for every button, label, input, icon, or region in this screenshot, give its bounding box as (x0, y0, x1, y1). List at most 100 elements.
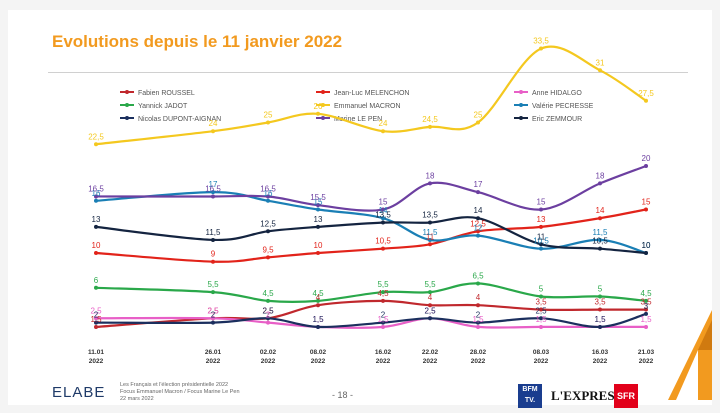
value-label-hidalgo-2: 2 (266, 311, 271, 320)
footer-info-line: Focus Emmanuel Macron / Focus Marine Le … (120, 389, 240, 395)
data-point-dupont_aignan-1 (211, 320, 215, 325)
value-label-pecresse-5: 11,5 (423, 228, 439, 237)
legend-marker-roussel (125, 90, 129, 94)
data-point-hidalgo-7 (539, 324, 543, 329)
value-label-melenchon-3: 10 (314, 241, 323, 250)
data-point-dupont_aignan-4 (381, 320, 385, 325)
value-label-dupont_aignan-7: 2,5 (535, 306, 547, 315)
value-label-jadot-6: 6,5 (472, 271, 484, 280)
value-label-pecresse-1: 17 (209, 180, 218, 189)
value-label-hidalgo-3: 1,5 (312, 315, 324, 324)
data-point-hidalgo-0 (94, 316, 98, 321)
x-tick-label-9: 21.03 2022 (638, 349, 655, 365)
value-label-roussel-6: 4 (476, 293, 481, 302)
value-label-hidalgo-0: 2,5 (90, 306, 102, 315)
value-label-dupont_aignan-4: 2 (381, 311, 386, 320)
value-label-zemmour-3: 13 (314, 215, 323, 224)
value-label-roussel-4: 4,5 (377, 289, 389, 298)
value-label-roussel-9: 3,5 (640, 298, 652, 307)
value-label-hidalgo-9: 1,5 (640, 315, 652, 324)
value-label-le_pen-6: 17 (474, 180, 483, 189)
data-point-melenchon-5 (428, 242, 432, 247)
value-label-hidalgo-5: 2,5 (424, 306, 436, 315)
data-point-le_pen-2 (266, 194, 270, 199)
data-point-zemmour-7 (539, 242, 543, 247)
value-label-zemmour-9: 10 (642, 241, 651, 250)
data-point-roussel-4 (381, 298, 385, 303)
value-label-pecresse-7: 10,5 (533, 237, 549, 246)
title-divider (48, 72, 688, 73)
series-line-le_pen (95, 164, 647, 212)
value-label-pecresse-2: 16 (264, 189, 273, 198)
value-label-dupont_aignan-8: 1,5 (594, 315, 606, 324)
data-point-hidalgo-2 (266, 320, 270, 325)
value-label-macron-2: 25 (264, 111, 273, 120)
sfr-logo: SFR (614, 384, 638, 408)
value-label-le_pen-1: 16,5 (205, 185, 221, 194)
series-line-jadot (95, 282, 647, 304)
value-label-macron-9: 27,5 (638, 89, 654, 98)
legend-label-roussel: Fabien ROUSSEL (138, 90, 195, 97)
data-point-macron-5 (428, 124, 432, 129)
value-label-jadot-7: 5 (539, 285, 544, 294)
data-point-dupont_aignan-6 (476, 320, 480, 325)
data-point-le_pen-1 (211, 194, 215, 199)
value-label-dupont_aignan-1: 2 (211, 311, 216, 320)
value-label-macron-5: 24,5 (422, 115, 438, 124)
page-title: Evolutions depuis le 11 janvier 2022 (52, 32, 343, 51)
value-label-macron-4: 24 (379, 119, 388, 128)
data-point-pecresse-7 (539, 246, 543, 251)
data-point-macron-8 (598, 68, 602, 73)
x-tick-label-4: 16.02 2022 (375, 349, 392, 365)
data-point-le_pen-9 (644, 164, 648, 168)
value-label-zemmour-1: 11,5 (206, 228, 222, 237)
data-point-jadot-4 (381, 290, 385, 295)
footer-info: Les Français et l'élection présidentiell… (120, 382, 240, 403)
data-point-hidalgo-4 (381, 324, 385, 329)
value-label-melenchon-2: 9,5 (262, 245, 274, 254)
value-label-hidalgo-7: 1,5 (535, 315, 547, 324)
data-point-zemmour-9 (644, 251, 648, 255)
data-point-dupont_aignan-3 (316, 324, 320, 329)
legend-marker-le_pen (321, 116, 325, 120)
series-line-dupont_aignan (95, 312, 647, 329)
value-label-macron-8: 31 (596, 58, 605, 67)
data-point-pecresse-6 (476, 233, 480, 238)
value-label-pecresse-6: 12 (474, 224, 483, 233)
series-line-hidalgo (95, 316, 646, 329)
data-point-dupont_aignan-8 (598, 324, 602, 329)
value-label-dupont_aignan-3: 1,5 (312, 315, 324, 324)
data-point-le_pen-0 (94, 194, 98, 199)
value-label-roussel-5: 4 (428, 293, 433, 302)
line-chart: Fabien ROUSSEL Jean-Luc MELENCHON Anne HID… (88, 37, 655, 365)
chart-legend: Fabien ROUSSEL Jean-Luc MELENCHON Anne HID… (120, 90, 594, 123)
legend-marker-dupont_aignan (125, 116, 129, 120)
value-label-jadot-5: 5,5 (424, 280, 436, 289)
x-tick-label-7: 08.03 2022 (533, 349, 550, 365)
data-point-macron-1 (211, 129, 215, 134)
data-point-dupont_aignan-7 (539, 316, 543, 321)
value-label-roussel-8: 3,5 (594, 298, 606, 307)
footer-info-line: 22 mars 2022 (120, 396, 154, 402)
legend-marker-pecresse (519, 103, 523, 107)
value-label-melenchon-6: 12,5 (470, 219, 486, 228)
value-label-melenchon-0: 10 (92, 241, 101, 250)
value-label-zemmour-8: 10,5 (592, 237, 608, 246)
data-point-jadot-0 (94, 285, 98, 290)
legend-label-hidalgo: Anne HIDALGO (532, 90, 582, 97)
legend-label-melenchon: Jean-Luc MELENCHON (334, 90, 409, 97)
data-point-roussel-5 (428, 303, 432, 308)
data-point-melenchon-9 (644, 207, 648, 212)
x-tick-label-1: 26.01 2022 (205, 349, 222, 365)
lexpress-logo: L'EXPRESS (551, 388, 622, 403)
data-point-zemmour-6 (476, 216, 480, 221)
value-label-zemmour-7: 11 (537, 232, 546, 241)
page-number: - 18 - (332, 390, 354, 400)
value-label-le_pen-4: 15 (379, 198, 388, 207)
data-point-macron-7 (539, 46, 543, 51)
value-label-roussel-7: 3,5 (535, 298, 547, 307)
series-lines (94, 45, 648, 329)
data-point-zemmour-8 (598, 246, 602, 251)
x-tick-label-0: 11.01 2022 (88, 349, 104, 365)
